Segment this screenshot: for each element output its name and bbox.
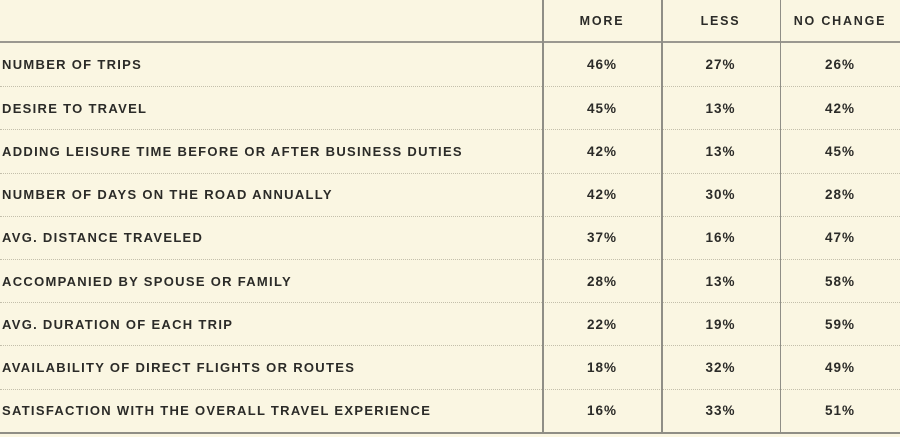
value-cell-more: 28% xyxy=(586,273,618,289)
column-rule xyxy=(779,0,782,433)
column-rule xyxy=(542,0,544,433)
table-row: SATISFACTION WITH THE OVERALL TRAVEL EXP… xyxy=(0,388,900,432)
value-cell-more: 45% xyxy=(586,100,618,116)
table-row: AVG. DURATION OF EACH TRIP 22% 19% 59% xyxy=(0,302,900,345)
row-label: NUMBER OF DAYS ON THE ROAD ANNUALLY xyxy=(2,187,333,203)
column-header-more: MORE xyxy=(579,13,625,28)
table-row: ADDING LEISURE TIME BEFORE OR AFTER BUSI… xyxy=(0,129,900,172)
value-cell-no-change: 26% xyxy=(824,57,856,73)
row-label: AVAILABILITY OF DIRECT FLIGHTS OR ROUTES xyxy=(2,359,356,375)
value-cell-less: 32% xyxy=(705,359,736,375)
row-label: ADDING LEISURE TIME BEFORE OR AFTER BUSI… xyxy=(2,143,463,159)
value-cell-no-change: 45% xyxy=(824,143,856,159)
value-cell-no-change: 58% xyxy=(824,273,856,289)
row-label: AVG. DURATION OF EACH TRIP xyxy=(2,316,234,332)
value-cell-less: 13% xyxy=(705,273,736,289)
value-cell-less: 27% xyxy=(705,57,736,73)
value-cell-less: 19% xyxy=(705,316,736,332)
value-cell-less: 30% xyxy=(705,187,736,203)
table-row: DESIRE TO TRAVEL 45% 13% 42% xyxy=(0,86,900,129)
value-cell-less: 13% xyxy=(705,143,736,159)
value-cell-no-change: 49% xyxy=(824,359,856,375)
value-cell-more: 18% xyxy=(586,359,618,375)
row-label: ACCOMPANIED BY SPOUSE OR FAMILY xyxy=(2,273,292,289)
value-cell-no-change: 59% xyxy=(824,316,856,332)
value-cell-more: 37% xyxy=(586,230,618,246)
value-cell-no-change: 42% xyxy=(824,100,856,116)
value-cell-less: 33% xyxy=(705,403,736,419)
value-cell-more: 46% xyxy=(586,57,618,73)
row-label: NUMBER OF TRIPS xyxy=(2,57,143,73)
column-rule xyxy=(661,0,663,433)
column-header-less: LESS xyxy=(700,13,741,28)
table-row: NUMBER OF DAYS ON THE ROAD ANNUALLY 42% … xyxy=(0,172,900,216)
value-cell-no-change: 51% xyxy=(824,403,856,419)
table-row: AVAILABILITY OF DIRECT FLIGHTS OR ROUTES… xyxy=(0,345,900,388)
row-label: DESIRE TO TRAVEL xyxy=(2,100,148,116)
table-header-row: MORE LESS NO CHANGE xyxy=(0,0,900,43)
table-row: AVG. DISTANCE TRAVELED 37% 16% 47% xyxy=(0,215,900,259)
value-cell-no-change: 47% xyxy=(824,230,856,246)
value-cell-more: 22% xyxy=(586,316,618,332)
value-cell-more: 42% xyxy=(586,143,618,159)
row-label: SATISFACTION WITH THE OVERALL TRAVEL EXP… xyxy=(2,403,432,419)
value-cell-more: 16% xyxy=(586,403,618,419)
row-label: AVG. DISTANCE TRAVELED xyxy=(2,230,204,246)
value-cell-no-change: 28% xyxy=(824,187,856,203)
value-cell-more: 42% xyxy=(586,187,618,203)
table-row: NUMBER OF TRIPS 46% 27% 26% xyxy=(0,43,900,86)
table-row: ACCOMPANIED BY SPOUSE OR FAMILY 28% 13% … xyxy=(0,258,900,302)
column-header-no-change: NO CHANGE xyxy=(793,13,887,28)
value-cell-less: 13% xyxy=(705,100,736,116)
value-cell-less: 16% xyxy=(705,230,736,246)
